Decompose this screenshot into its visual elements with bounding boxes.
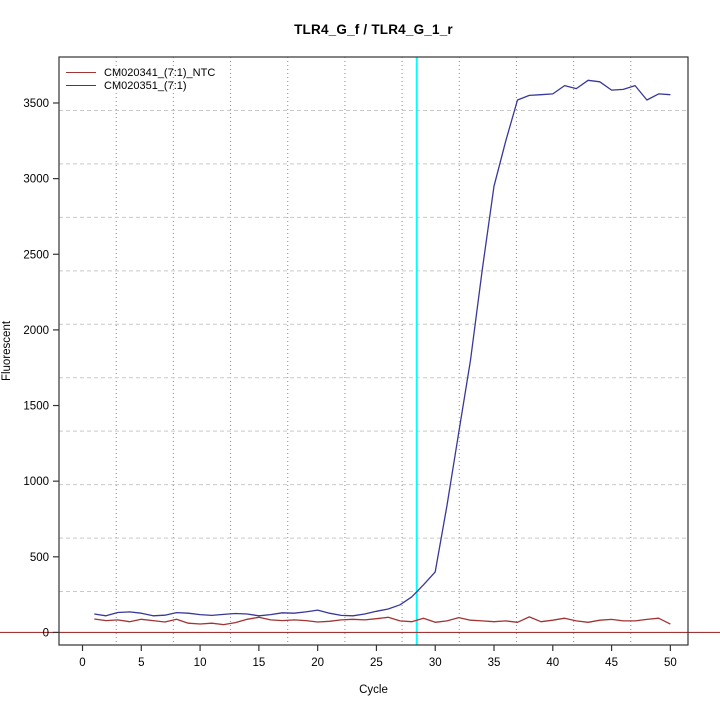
x-tick-label: 5 (138, 657, 144, 669)
legend-line-blue (66, 85, 96, 86)
legend-label-ntc: CM020341_(7:1)_NTC (104, 66, 216, 79)
y-tick-label: 0 (43, 627, 49, 639)
x-tick-label: 45 (605, 657, 618, 669)
x-tick-label: 20 (311, 657, 324, 669)
x-tick-label: 0 (79, 657, 85, 669)
plot-border (58, 56, 689, 646)
x-tick-label: 15 (252, 657, 265, 669)
x-tick-label: 25 (370, 657, 383, 669)
y-tick-label: 3500 (23, 98, 49, 110)
y-tick-label: 3000 (23, 174, 49, 186)
y-axis-label: Fluorescent (1, 320, 13, 382)
legend-item-ntc: CM020341_(7:1)_NTC (66, 66, 215, 79)
chart-title: TLR4_G_f / TLR4_G_1_r (294, 22, 453, 37)
y-tick-label: 500 (30, 552, 49, 564)
y-tick-label: 1500 (23, 401, 49, 413)
x-axis-label: Cycle (359, 684, 388, 696)
x-tick-label: 10 (194, 657, 207, 669)
amplification-curve-sample (94, 79, 671, 617)
legend: CM020341_(7:1)_NTC CM020351_(7:1) (66, 66, 215, 92)
legend-label-sample: CM020351_(7:1) (104, 79, 187, 92)
y-tick-label: 1000 (23, 476, 49, 488)
x-tick-label: 50 (664, 657, 677, 669)
x-tick-label: 35 (488, 657, 501, 669)
x-tick-label: 40 (546, 657, 559, 669)
y-tick-label: 2000 (23, 325, 49, 337)
legend-item-sample: CM020351_(7:1) (66, 79, 215, 92)
legend-line-red (66, 72, 96, 73)
x-tick-label: 30 (429, 657, 442, 669)
amplification-curve-ntc (94, 616, 671, 626)
y-tick-label: 2500 (23, 249, 49, 261)
